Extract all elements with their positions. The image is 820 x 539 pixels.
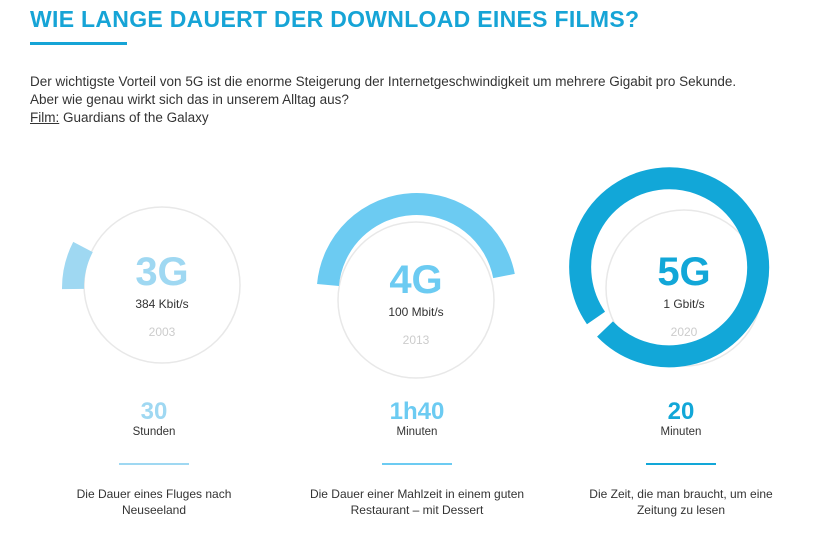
year-label: 2020 xyxy=(670,325,698,339)
year-label: 2013 xyxy=(402,333,430,347)
time-value: 20 xyxy=(667,398,695,425)
intro-line-2: Aber wie genau wirkt sich das in unserem… xyxy=(30,92,349,107)
description-3g: Die Dauer eines Fluges nach Neuseeland xyxy=(76,487,232,517)
intro-text: Der wichtigste Vorteil von 5G ist die en… xyxy=(30,73,736,127)
time-value: 1h40 xyxy=(389,398,445,425)
divider-3g xyxy=(119,463,189,465)
ring-3g-arc xyxy=(62,241,93,290)
time-unit: Minuten xyxy=(660,426,702,438)
ring-5g-arc xyxy=(569,167,770,368)
film-label: Film: xyxy=(30,110,60,125)
page-title: WIE LANGE DAUERT DER DOWNLOAD EINES FILM… xyxy=(30,6,640,32)
ring-4g-bg xyxy=(337,221,495,379)
generation-label: 4G xyxy=(389,258,443,302)
time-unit: Stunden xyxy=(132,426,176,438)
year-label: 2003 xyxy=(148,325,176,339)
generation-label: 5G xyxy=(657,250,711,294)
speed-label: 1 Gbit/s xyxy=(663,297,705,311)
card-3g: 3G 384 Kbit/s 2003 xyxy=(42,250,282,339)
card-4g: 4G 100 Mbit/s 2013 xyxy=(296,258,536,347)
divider-5g xyxy=(646,463,716,465)
time-unit: Minuten xyxy=(396,426,438,438)
title-underline xyxy=(30,42,127,45)
divider-4g xyxy=(382,463,452,465)
generation-label: 3G xyxy=(135,250,189,294)
ring-4g-arc xyxy=(317,193,515,287)
time-value: 30 xyxy=(140,398,168,425)
intro-line-1: Der wichtigste Vorteil von 5G ist die en… xyxy=(30,74,737,89)
time-4g: 1h40 Minuten xyxy=(297,398,537,438)
film-line: Film: Guardians of the Galaxy xyxy=(30,109,736,127)
speed-label: 100 Mbit/s xyxy=(388,305,444,319)
speed-label: 384 Kbit/s xyxy=(135,297,189,311)
card-5g: 5G 1 Gbit/s 2020 xyxy=(564,250,804,339)
description-5g: Die Zeit, die man braucht, um eine Zeitu… xyxy=(589,487,773,517)
time-5g: 20 Minuten xyxy=(561,398,801,438)
description-4g: Die Dauer einer Mahlzeit in einem guten … xyxy=(309,487,525,517)
time-3g: 30 Stunden xyxy=(34,398,274,438)
film-value: Guardians of the Galaxy xyxy=(63,110,209,125)
